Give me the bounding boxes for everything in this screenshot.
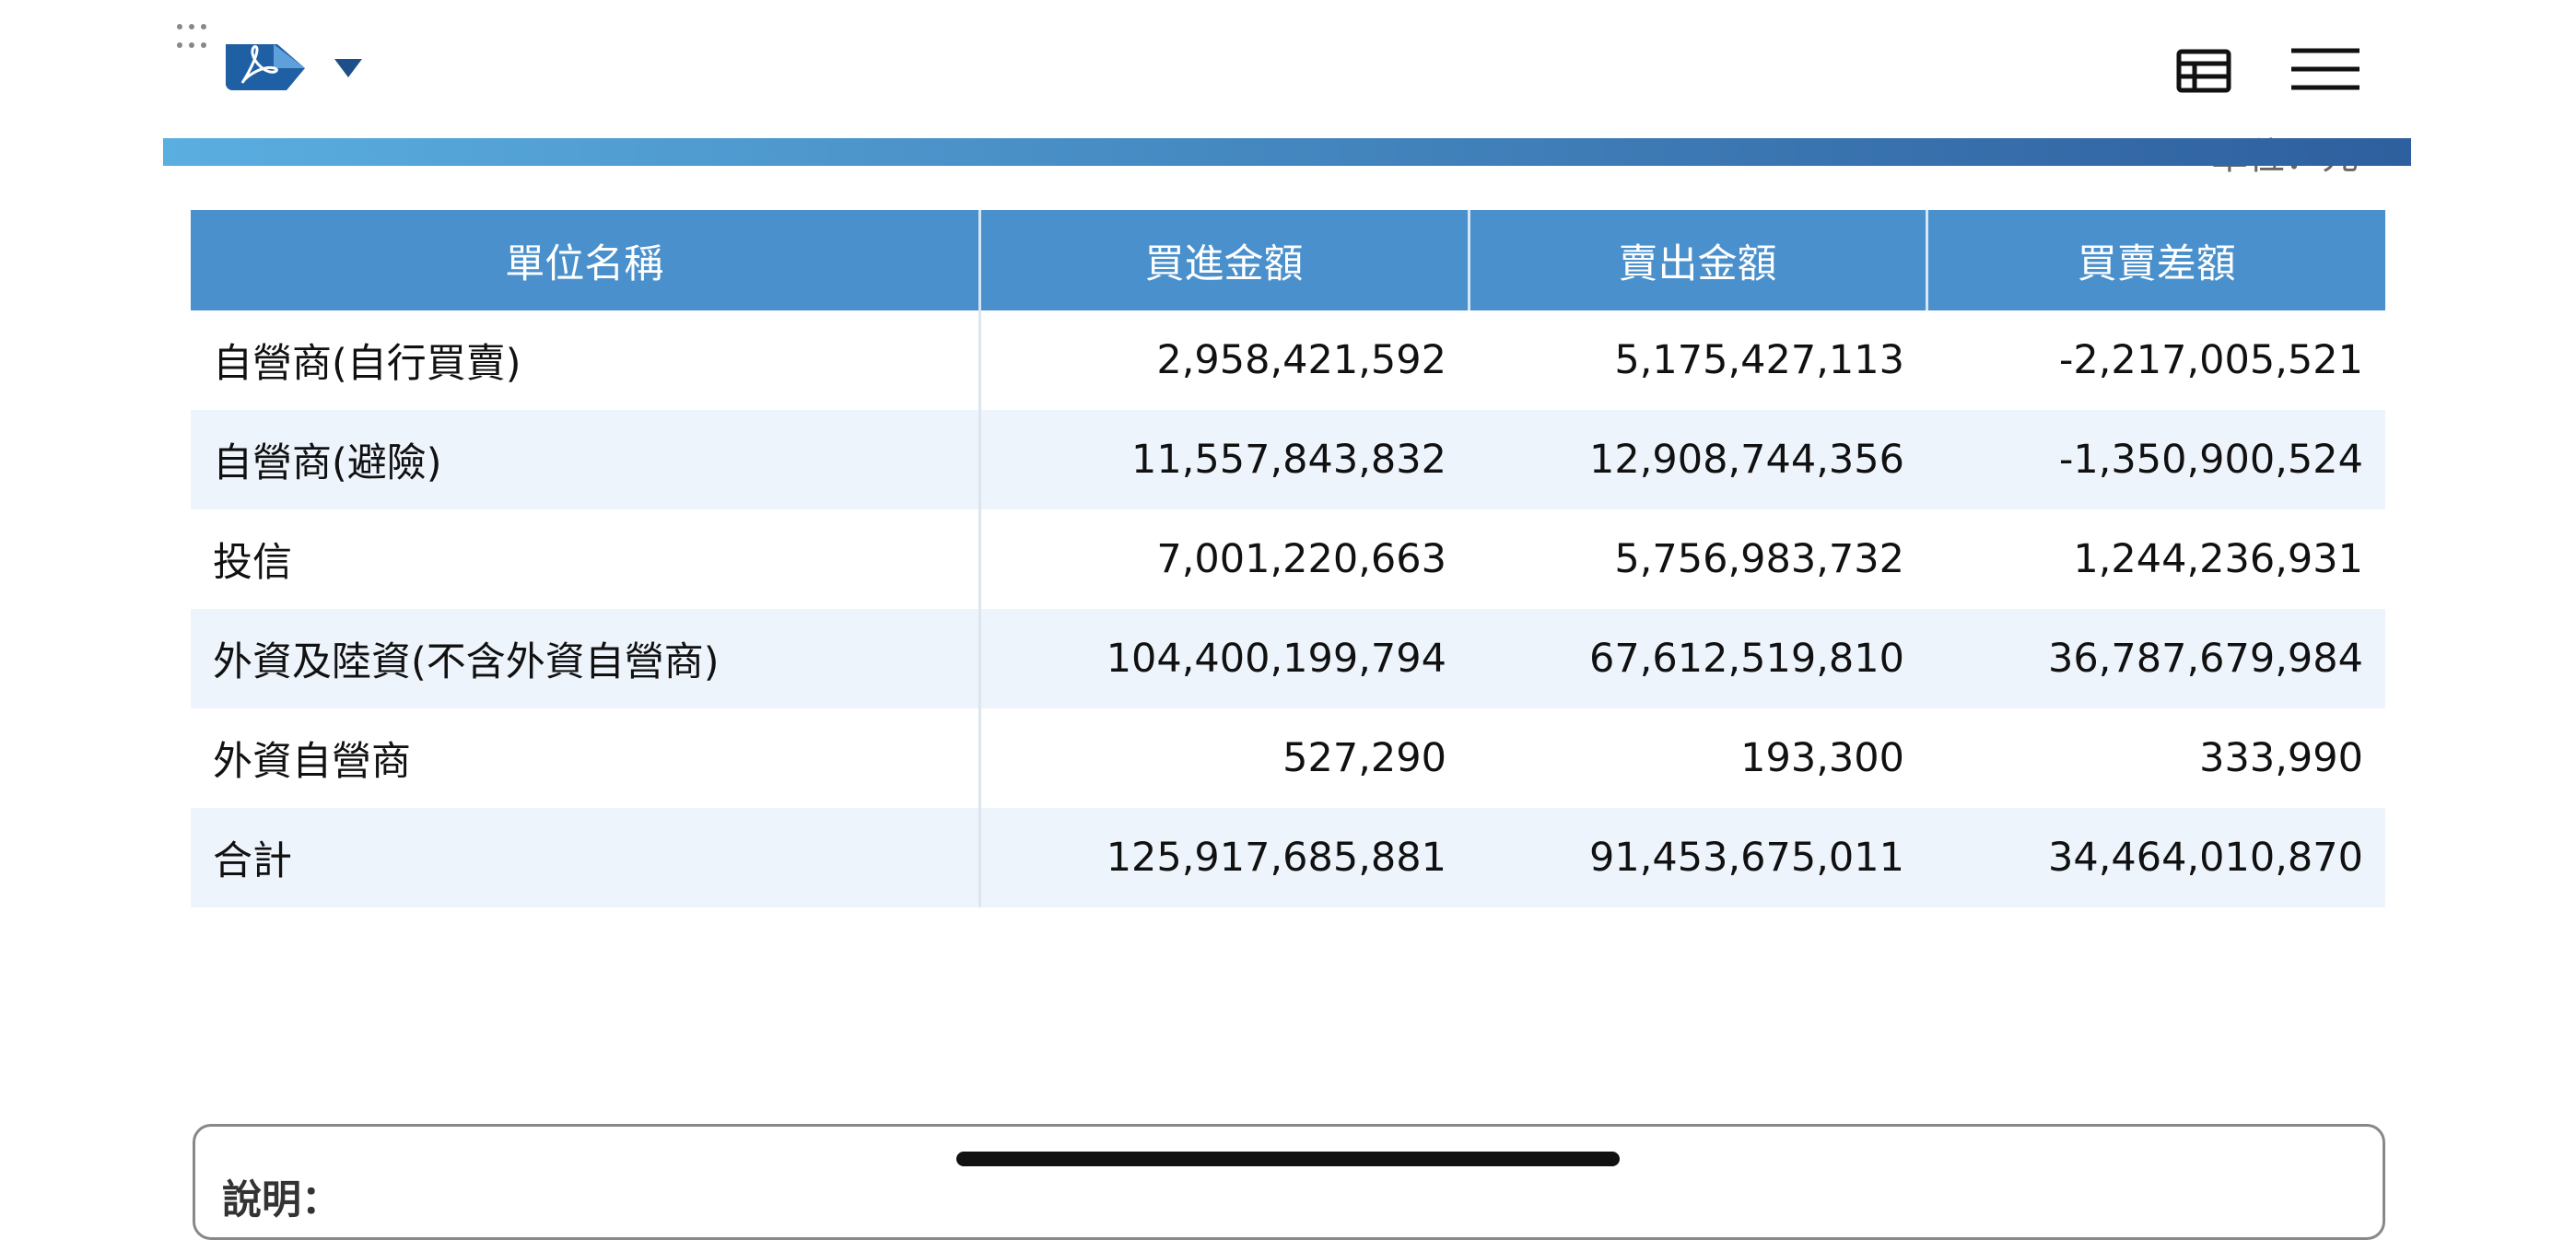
pdf-dropdown[interactable] — [222, 39, 369, 105]
column-header: 買進金額 — [978, 210, 1469, 310]
name-cell: 自營商(自行買賣) — [191, 310, 981, 410]
number-cell: 67,612,519,810 — [1469, 609, 1926, 708]
number-cell: 527,290 — [1282, 735, 1446, 781]
name-cell: 外資自營商 — [191, 708, 981, 808]
note-box — [193, 1124, 2385, 1240]
number-cell: 193,300 — [1740, 735, 1904, 781]
header-row: 單位名稱 買進金額 賣出金額 買賣差額 — [191, 210, 2385, 310]
number-cell: 12,908,744,356 — [1469, 410, 1926, 509]
table-row: 自營商(避險) 11,557,843,832 12,908,744,356 -1,35… — [191, 410, 2385, 509]
menu-icon[interactable] — [2291, 46, 2359, 92]
name-cell: 投信 — [191, 509, 981, 609]
number-cell: 11,557,843,832 — [979, 410, 1469, 509]
number-cell: -2,217,005,521 — [2058, 337, 2363, 383]
note-label: 說明： — [222, 1177, 341, 1223]
table-row: 外資自營商 527,290 193,300 333,990 — [191, 708, 2385, 808]
number-cell: 5,175,427,113 — [1614, 337, 1904, 383]
table-row: 外資及陸資(不含外資自營商) 104,400,199,794 67,612,519,… — [191, 609, 2385, 708]
number-cell: 2,958,421,592 — [1156, 337, 1446, 383]
column-header: 賣出金額 — [1467, 210, 1926, 310]
number-cell: 125,917,685,881 — [979, 808, 1469, 907]
home-indicator — [956, 1152, 1620, 1166]
number-cell: 7,001,220,663 — [1156, 536, 1446, 582]
number-cell: 36,787,679,984 — [1926, 609, 2385, 708]
data-table: 單位名稱 買進金額 賣出金額 買賣差額 自營商(自行買賣) 2,958,421,592 5… — [191, 210, 2385, 907]
screen: {"unit": "單位：元", "table": {"headers": ["… — [163, 22, 2411, 1240]
column-header: 買賣差額 — [1925, 210, 2385, 310]
table-row: 合計 125,917,685,881 91,453,675,011 34,464,01… — [191, 808, 2385, 907]
number-cell: 1,244,236,931 — [2073, 536, 2363, 582]
name-cell: 自營商(避險) — [191, 410, 981, 509]
name-cell: 外資及陸資(不含外資自營商) — [191, 609, 981, 708]
name-cell: 合計 — [191, 808, 981, 907]
table-view-icon[interactable] — [2176, 49, 2231, 93]
column-header: 單位名稱 — [191, 210, 979, 310]
table-row: 自營商(自行買賣) 2,958,421,592 5,175,427,113 -2,21… — [191, 310, 2385, 410]
table-row: 投信 7,001,220,663 5,756,983,732 1,244,236,93… — [191, 509, 2385, 609]
header-bar — [163, 138, 2411, 166]
number-cell: 91,453,675,011 — [1469, 808, 1926, 907]
drag-handle[interactable] — [175, 22, 212, 52]
number-cell: -1,350,900,524 — [1926, 410, 2385, 509]
number-cell: 34,464,010,870 — [1926, 808, 2385, 907]
number-cell: 104,400,199,794 — [979, 609, 1469, 708]
number-cell: 333,990 — [2199, 735, 2363, 781]
number-cell: 5,756,983,732 — [1614, 536, 1904, 582]
